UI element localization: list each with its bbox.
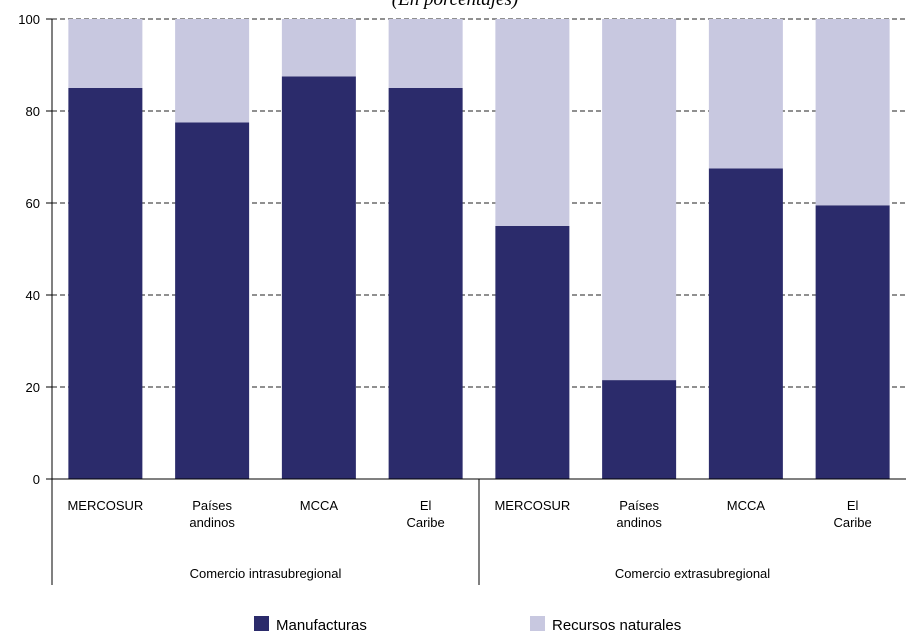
group-labels: Comercio intrasubregional Comercio extras… (190, 566, 771, 581)
category-label: El Caribe (833, 498, 871, 530)
bar-segment (602, 380, 677, 479)
bar-segment (175, 19, 250, 123)
category-label: MCCA (727, 498, 766, 513)
bar-segment (815, 205, 890, 480)
y-tick-labels: 0 20 40 60 80 100 (18, 12, 40, 487)
bar-segment (68, 88, 143, 479)
bar-segment (388, 19, 463, 88)
category-label: MCCA (300, 498, 339, 513)
bar-segment (68, 19, 143, 88)
legend-label: Recursos naturales (552, 617, 681, 632)
legend: Manufacturas Recursos naturales (254, 616, 681, 632)
bar-segment (495, 19, 570, 226)
bar-segment (815, 19, 890, 206)
group-label: Comercio intrasubregional (190, 566, 342, 581)
legend-swatch (254, 616, 269, 631)
bar-segment (602, 19, 677, 381)
y-tick-label: 60 (26, 196, 40, 211)
category-labels: MERCOSUR Países andinos MCCA El Caribe MERCOSU… (67, 498, 871, 530)
axes (46, 18, 906, 585)
legend-swatch (530, 616, 545, 631)
bar-segment (175, 122, 250, 479)
bar-segment (281, 19, 356, 77)
category-label: MERCOSUR (494, 498, 570, 513)
y-tick-label: 80 (26, 104, 40, 119)
y-tick-label: 0 (33, 472, 40, 487)
legend-label: Manufacturas (276, 617, 367, 632)
bar-segment (281, 76, 356, 479)
bar-segment (708, 19, 783, 169)
bar-segment (388, 88, 463, 479)
group-label: Comercio extrasubregional (615, 566, 770, 581)
bar-segment (495, 226, 570, 479)
y-tick-label: 100 (18, 12, 40, 27)
chart-subtitle: (En porcentajes) (392, 0, 518, 10)
y-tick-label: 20 (26, 380, 40, 395)
category-label: Países andinos (189, 498, 235, 530)
category-label: El Caribe (406, 498, 444, 530)
category-label: Países andinos (616, 498, 662, 530)
y-tick-label: 40 (26, 288, 40, 303)
gridlines (52, 18, 906, 388)
bar-segment (708, 168, 783, 479)
category-label: MERCOSUR (67, 498, 143, 513)
bars (68, 19, 890, 480)
